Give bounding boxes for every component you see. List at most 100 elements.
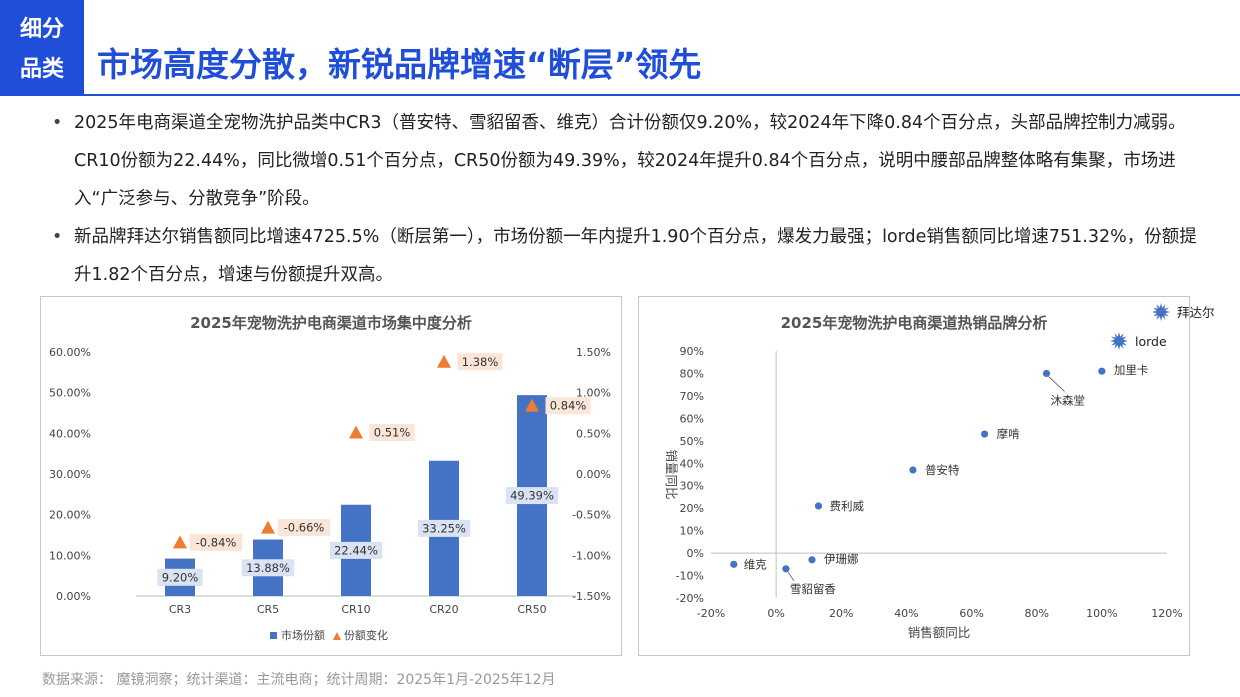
y-axis-tick-label: 60% <box>680 412 704 425</box>
bar-value-label: 9.20% <box>162 570 199 584</box>
bar-category-label: CR50 <box>517 603 546 616</box>
section-tag-line2: 品类 <box>19 57 64 82</box>
share-change-label: 1.38% <box>462 355 499 369</box>
scatter-point-label: 费利威 <box>829 499 864 513</box>
bar-category-label: CR5 <box>257 603 279 616</box>
bar-chart-title: 2025年宠物洗护电商渠道市场集中度分析 <box>190 314 472 332</box>
scatter-point-label: 沐森堂 <box>1050 393 1085 407</box>
share-change-marker <box>349 425 363 439</box>
legend-bar-label: 市场份额 <box>281 628 325 642</box>
x-axis-tick-label: -20% <box>697 607 725 620</box>
share-change-label-bg <box>457 353 503 371</box>
burst-icon <box>1110 332 1128 350</box>
share-change-label: 0.84% <box>550 399 587 413</box>
share-change-marker <box>173 535 187 549</box>
y-axis-tick-label: 0% <box>687 547 704 560</box>
right-axis-tick-label: 1.50% <box>576 346 611 359</box>
bar-value-label: 49.39% <box>510 489 554 503</box>
page-title: 市场高度分散，新锐品牌增速“断层”领先 <box>97 45 702 84</box>
bullet-item-1: 2025年电商渠道全宠物洗护品类中CR3（普安特、雪貂留香、维克）合计份额仅9.… <box>52 104 1202 218</box>
y-axis-tick-label: 20% <box>680 502 704 515</box>
x-axis-tick-label: 80% <box>1024 607 1048 620</box>
legend-bar-swatch <box>270 632 277 639</box>
x-axis-tick-label: 60% <box>959 607 983 620</box>
y-axis-tick-label: 90% <box>680 345 704 358</box>
left-axis-tick-label: 0.00% <box>56 590 91 603</box>
x-axis-tick-label: 20% <box>829 607 853 620</box>
bar-value-label-bg <box>329 541 383 559</box>
y-axis-tick-label: 10% <box>680 525 704 538</box>
left-axis-tick-label: 10.00% <box>49 549 91 562</box>
scatter-point-label: 维克 <box>744 557 767 571</box>
right-axis-tick-label: 1.00% <box>576 387 611 400</box>
right-axis-tick-label: -1.00% <box>572 549 611 562</box>
share-change-marker <box>261 520 275 534</box>
bar-category-label: CR3 <box>169 603 191 616</box>
x-axis-tick-label: 100% <box>1086 607 1117 620</box>
share-change-label: -0.84% <box>196 535 237 549</box>
share-change-label-bg <box>369 424 415 442</box>
left-axis-tick-label: 30.00% <box>49 468 91 481</box>
share-change-label-bg <box>545 397 591 415</box>
scatter-point-label: 普安特 <box>925 463 960 477</box>
off-chart-marker-label: lorde <box>1135 334 1167 349</box>
left-axis-tick-label: 20.00% <box>49 509 91 522</box>
scatter-point-label: 加里卡 <box>1114 363 1149 377</box>
hot-brand-chart-panel: 2025年宠物洗护电商渠道热销品牌分析 -20% 0% 20% 40% 60% 80% 100… <box>638 296 1215 656</box>
bar-value-label-bg <box>417 519 471 537</box>
hot-brand-chart: 2025年宠物洗护电商渠道热销品牌分析 -20% 0% 20% 40% 60% 80% 100… <box>664 303 1215 640</box>
scatter-point <box>782 565 790 573</box>
bar-value-label: 22.44% <box>334 543 378 557</box>
share-change-marker <box>525 398 539 412</box>
scatter-point <box>730 560 738 568</box>
section-tag: 细分 品类 <box>0 0 84 96</box>
right-axis-tick-label: -1.50% <box>572 590 611 603</box>
bullet-list: 2025年电商渠道全宠物洗护品类中CR3（普安特、雪貂留香、维克）合计份额仅9.… <box>52 104 1202 294</box>
burst-icon <box>1152 303 1170 321</box>
right-axis-tick-label: -0.50% <box>572 509 611 522</box>
y-axis-tick-label: 80% <box>680 367 704 380</box>
x-axis-title: 销售额同比 <box>908 625 971 640</box>
right-axis-tick-label: 0.00% <box>576 468 611 481</box>
bar-category-label: CR20 <box>429 603 458 616</box>
x-axis-tick-label: 120% <box>1151 607 1182 620</box>
y-axis-title: 销量同比 <box>664 449 679 499</box>
scatter-chart-title: 2025年宠物洗护电商渠道热销品牌分析 <box>781 314 1048 332</box>
point-leader-line <box>1048 376 1065 392</box>
x-axis-tick-label: 0% <box>767 607 784 620</box>
title-divider <box>84 94 1240 96</box>
section-tag-line1: 细分 <box>19 17 64 42</box>
share-change-label-bg <box>189 533 243 551</box>
scatter-point <box>1042 369 1051 378</box>
bar-value-label-bg <box>157 568 203 586</box>
left-axis-tick-label: 60.00% <box>49 346 91 359</box>
point-leader-line <box>787 571 795 582</box>
share-change-label: 0.51% <box>374 426 411 440</box>
bullet-item-2: 新品牌拜达尔销售额同比增速4725.5%（断层第一），市场份额一年内提升1.90… <box>52 218 1202 294</box>
legend-triangle-swatch <box>333 632 341 640</box>
y-axis-tick-label: -10% <box>676 570 704 583</box>
x-axis-tick-label: 40% <box>894 607 918 620</box>
scatter-point <box>981 430 989 438</box>
scatter-point <box>1098 367 1106 375</box>
y-axis-tick-label: -20% <box>676 592 704 605</box>
y-axis-tick-label: 70% <box>680 390 704 403</box>
off-chart-marker-label: 拜达尔 <box>1177 305 1215 320</box>
y-axis-tick-label: 50% <box>680 435 704 448</box>
scatter-point-label: 雪貂留香 <box>790 582 836 596</box>
scatter-point-label: 摩啃 <box>997 427 1020 441</box>
left-axis-tick-label: 40.00% <box>49 427 91 440</box>
share-change-marker <box>437 354 451 368</box>
bar-value-label: 13.88% <box>246 561 290 575</box>
data-source-note: 数据来源： 魔镜洞察；统计渠道：主流电商；统计周期：2025年1月-2025年1… <box>42 672 556 688</box>
bar-value-label: 33.25% <box>422 521 466 535</box>
y-axis-tick-label: 40% <box>680 457 704 470</box>
scatter-point-label: 伊珊娜 <box>824 552 859 566</box>
concentration-chart-panel: 2025年宠物洗护电商渠道市场集中度分析 0.00% 10.00% 20.00% 30.… <box>40 296 622 656</box>
share-change-label: -0.66% <box>284 521 325 535</box>
legend-triangle-label: 份额变化 <box>344 628 388 642</box>
concentration-chart: 2025年宠物洗护电商渠道市场集中度分析 0.00% 10.00% 20.00% 30.… <box>49 314 611 642</box>
scatter-point <box>814 502 823 510</box>
bar-category-label: CR10 <box>341 603 370 616</box>
bar-value-label-bg <box>505 487 559 505</box>
